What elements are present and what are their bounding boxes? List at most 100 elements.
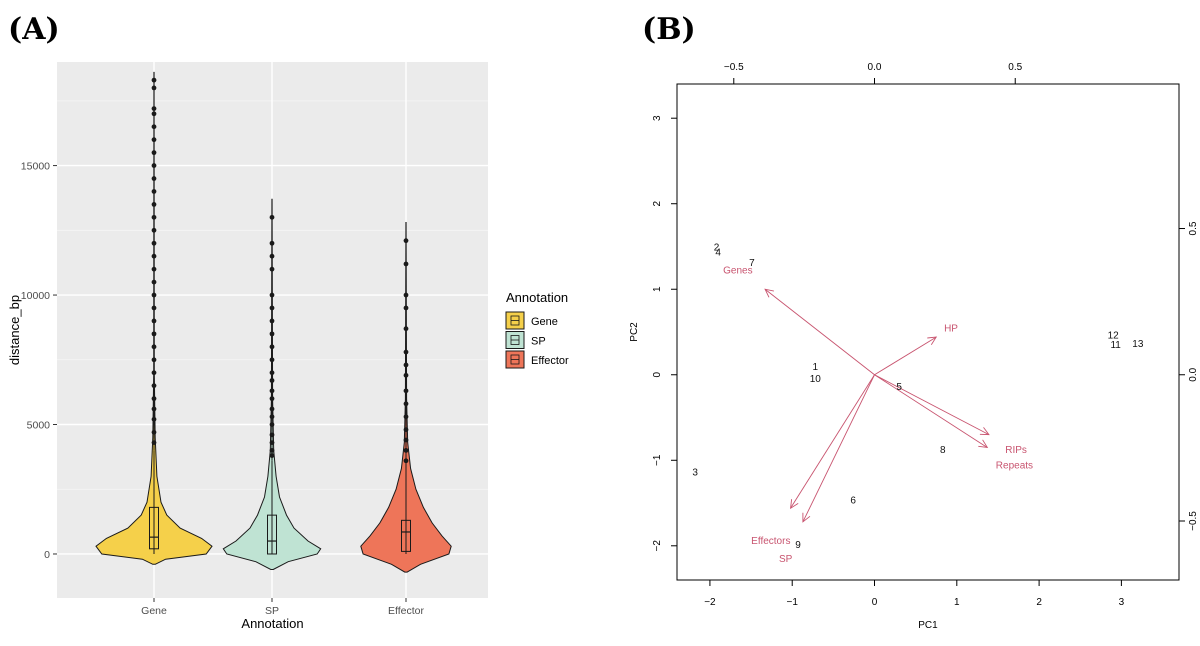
outlier-point — [403, 261, 409, 267]
outlier-point — [151, 266, 157, 272]
outlier-point — [269, 414, 275, 420]
loading-arrow — [874, 374, 988, 448]
outlier-point — [269, 357, 275, 363]
y-tick-label: 0 — [652, 372, 663, 378]
point-label: 2 — [714, 242, 720, 253]
loading-arrow — [790, 374, 875, 509]
outlier-point — [269, 396, 275, 402]
point-label: 9 — [795, 540, 801, 551]
point-label: 6 — [850, 496, 856, 507]
point-label: 1 — [812, 362, 818, 373]
outlier-point — [151, 227, 157, 233]
arrow-head — [979, 427, 990, 436]
arrow-head — [790, 499, 799, 510]
y-tick-label: 15000 — [21, 161, 50, 173]
loading-label: SP — [779, 554, 793, 565]
outlier-point — [151, 429, 157, 435]
panel-b-label: (B) — [642, 12, 696, 47]
outlier-point — [269, 253, 275, 259]
top-x-tick-label: −0.5 — [724, 62, 744, 73]
y-axis-title: distance_bp — [7, 295, 22, 365]
legend-title: Annotation — [506, 290, 568, 305]
outlier-point — [269, 453, 275, 458]
outlier-point — [403, 372, 409, 378]
outlier-point — [403, 427, 409, 433]
arrow-head — [764, 288, 774, 298]
outlier-point — [403, 414, 409, 420]
x-axis-title: Annotation — [241, 616, 303, 631]
box — [149, 506, 159, 550]
outlier-point — [269, 406, 275, 412]
outlier-point — [151, 137, 157, 143]
right-y-tick-label: 0.5 — [1188, 221, 1199, 235]
x-tick-label: 0 — [872, 597, 878, 608]
outlier-point — [151, 214, 157, 220]
point-label: 4 — [715, 248, 721, 259]
top-x-tick-label: 0.5 — [1008, 62, 1022, 73]
outlier-point — [151, 357, 157, 363]
outlier-point — [151, 106, 157, 112]
outlier-point — [151, 240, 157, 246]
outlier-point — [269, 422, 275, 427]
outlier-point — [403, 458, 409, 464]
x-tick-label: Gene — [141, 605, 167, 617]
outlier-point — [403, 292, 409, 298]
outlier-point — [151, 305, 157, 311]
outlier-point — [269, 388, 275, 394]
y-tick-label: 5000 — [27, 420, 51, 432]
loading-label: RIPs — [1005, 445, 1027, 456]
y-tick-label: 3 — [652, 115, 663, 121]
y-tick-label: −2 — [652, 540, 663, 552]
outlier-point — [151, 124, 157, 130]
outlier-point — [151, 370, 157, 376]
panel-a-label: (A) — [8, 12, 60, 47]
box — [401, 519, 411, 552]
point-label: 10 — [810, 374, 822, 385]
outlier-point — [151, 331, 157, 337]
x-tick-label: −2 — [704, 597, 716, 608]
outlier-point — [151, 77, 157, 83]
x-tick-label: SP — [265, 605, 279, 617]
y-tick-label: −1 — [652, 454, 663, 466]
outlier-point — [151, 176, 157, 181]
point-label: 8 — [940, 445, 946, 456]
point-label: 12 — [1108, 331, 1120, 342]
loading-arrow — [874, 374, 990, 436]
legend-label: SP — [531, 336, 546, 348]
outlier-point — [151, 318, 157, 324]
outlier-point — [151, 292, 157, 298]
loading-arrow — [802, 374, 875, 523]
outlier-point — [269, 305, 275, 311]
outlier-point — [151, 85, 157, 91]
box — [267, 514, 277, 555]
y-tick-label: 10000 — [21, 290, 50, 302]
outlier-point — [403, 437, 409, 443]
outlier-point — [269, 214, 275, 220]
arrow-head — [927, 336, 938, 345]
outlier-point — [269, 318, 275, 324]
outlier-point — [269, 344, 275, 350]
loading-label: Genes — [723, 266, 752, 277]
point-label: 7 — [749, 258, 755, 269]
outlier-point — [151, 396, 157, 402]
outlier-point — [151, 202, 157, 207]
legend-label: Gene — [531, 316, 558, 328]
outlier-point — [269, 448, 275, 453]
outlier-point — [151, 163, 157, 168]
top-x-tick-label: 0.0 — [868, 62, 882, 73]
outlier-point — [151, 253, 157, 259]
y-tick-label: 2 — [652, 201, 663, 207]
x-tick-label: Effector — [388, 605, 424, 617]
outlier-point — [269, 292, 275, 298]
x-tick-label: −1 — [787, 597, 799, 608]
outlier-point — [269, 240, 275, 246]
point-label: 3 — [692, 467, 698, 478]
outlier-point — [151, 440, 157, 446]
outlier-point — [403, 388, 409, 394]
outlier-point — [269, 440, 275, 446]
point-label: 13 — [1132, 339, 1144, 350]
loading-label: Repeats — [996, 461, 1033, 472]
outlier-point — [151, 150, 157, 156]
